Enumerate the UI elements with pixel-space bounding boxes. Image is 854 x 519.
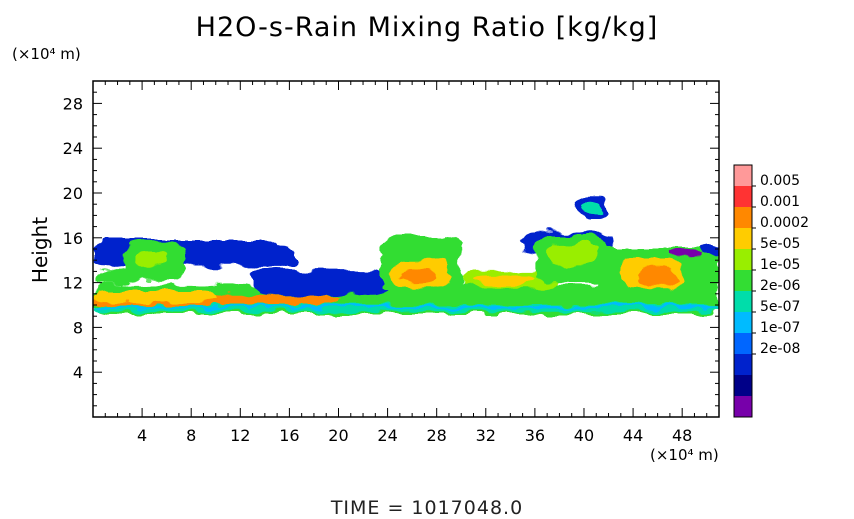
y-tick-label-6: 28 (63, 94, 83, 113)
colorbar-label-7: 1e-07 (760, 320, 800, 336)
contour-region-7 (135, 249, 167, 266)
colorbar-swatch-3 (734, 228, 752, 249)
colorbar-swatch-8 (734, 333, 752, 354)
contour-region-11 (252, 269, 388, 294)
contour-region-24 (639, 265, 677, 285)
contour-regions (93, 195, 719, 314)
x-tick-label-0: 4 (137, 426, 147, 445)
colorbar-swatch-5 (734, 270, 752, 291)
x-tick-label-3: 16 (279, 426, 299, 445)
colorbar-label-0: 0.005 (760, 173, 800, 189)
x-tick-label-8: 36 (525, 426, 545, 445)
y-tick-label-2: 12 (63, 274, 83, 293)
colorbar-label-6: 5e-07 (760, 299, 800, 315)
y-tick-label-4: 20 (63, 184, 83, 203)
x-axis-unit: (×10⁴ m) (650, 446, 719, 464)
colorbar-label-3: 5e-05 (760, 236, 800, 252)
y-axis-unit: (×10⁴ m) (12, 45, 81, 63)
contour-region-4 (93, 291, 216, 302)
colorbar: 0.005 0.001 0.0002 5e-05 1e-05 2e-06 5e-07 1e-0… (733, 164, 809, 418)
x-tick-label-5: 24 (377, 426, 397, 445)
colorbar-swatch-1 (734, 186, 752, 207)
contour-region-2 (93, 306, 719, 309)
colorbar-label-5: 2e-06 (760, 278, 800, 294)
colorbar-swatch-10 (734, 375, 752, 396)
chart-title: H2O-s-Rain Mixing Ratio [kg/kg] (195, 12, 659, 43)
colorbar-label-1: 0.001 (760, 194, 800, 210)
colorbar-swatch-7 (734, 312, 752, 333)
x-tick-label-11: 48 (672, 426, 692, 445)
colorbar-swatch-6 (734, 291, 752, 312)
colorbar-label-8: 2e-08 (760, 341, 800, 357)
x-ticks: 4 8 12 16 20 24 28 32 36 40 44 48 (104, 81, 708, 445)
contour-region-26 (700, 244, 719, 254)
contour-region-16 (473, 275, 535, 285)
x-tick-label-1: 8 (186, 426, 196, 445)
contour-region-14 (399, 271, 437, 283)
y-tick-label-1: 8 (73, 318, 83, 337)
contour-region-19 (547, 243, 597, 266)
contour-region-8 (95, 269, 130, 285)
y-tick-label-5: 24 (63, 139, 83, 158)
contour-region-21 (583, 204, 603, 216)
x-tick-label-2: 12 (230, 426, 250, 445)
x-tick-label-6: 28 (427, 426, 447, 445)
colorbar-swatch-0 (734, 165, 752, 186)
x-tick-label-9: 40 (574, 426, 594, 445)
colorbar-swatch-4 (734, 249, 752, 270)
colorbar-label-2: 0.0002 (760, 215, 809, 231)
contour-region-9 (228, 245, 296, 267)
x-tick-label-4: 20 (328, 426, 348, 445)
contour-region-25 (669, 251, 701, 256)
colorbar-swatch-9 (734, 354, 752, 375)
colorbar-swatch-2 (734, 207, 752, 228)
x-tick-label-7: 32 (476, 426, 496, 445)
time-caption: TIME = 1017048.0 (330, 497, 524, 519)
x-tick-label-10: 44 (623, 426, 643, 445)
y-tick-label-0: 4 (73, 363, 83, 382)
y-tick-label-3: 16 (63, 229, 83, 248)
colorbar-swatch-11 (734, 396, 752, 417)
colorbar-label-4: 1e-05 (760, 257, 800, 273)
y-ticks: 4 8 12 16 20 24 28 (63, 91, 719, 407)
